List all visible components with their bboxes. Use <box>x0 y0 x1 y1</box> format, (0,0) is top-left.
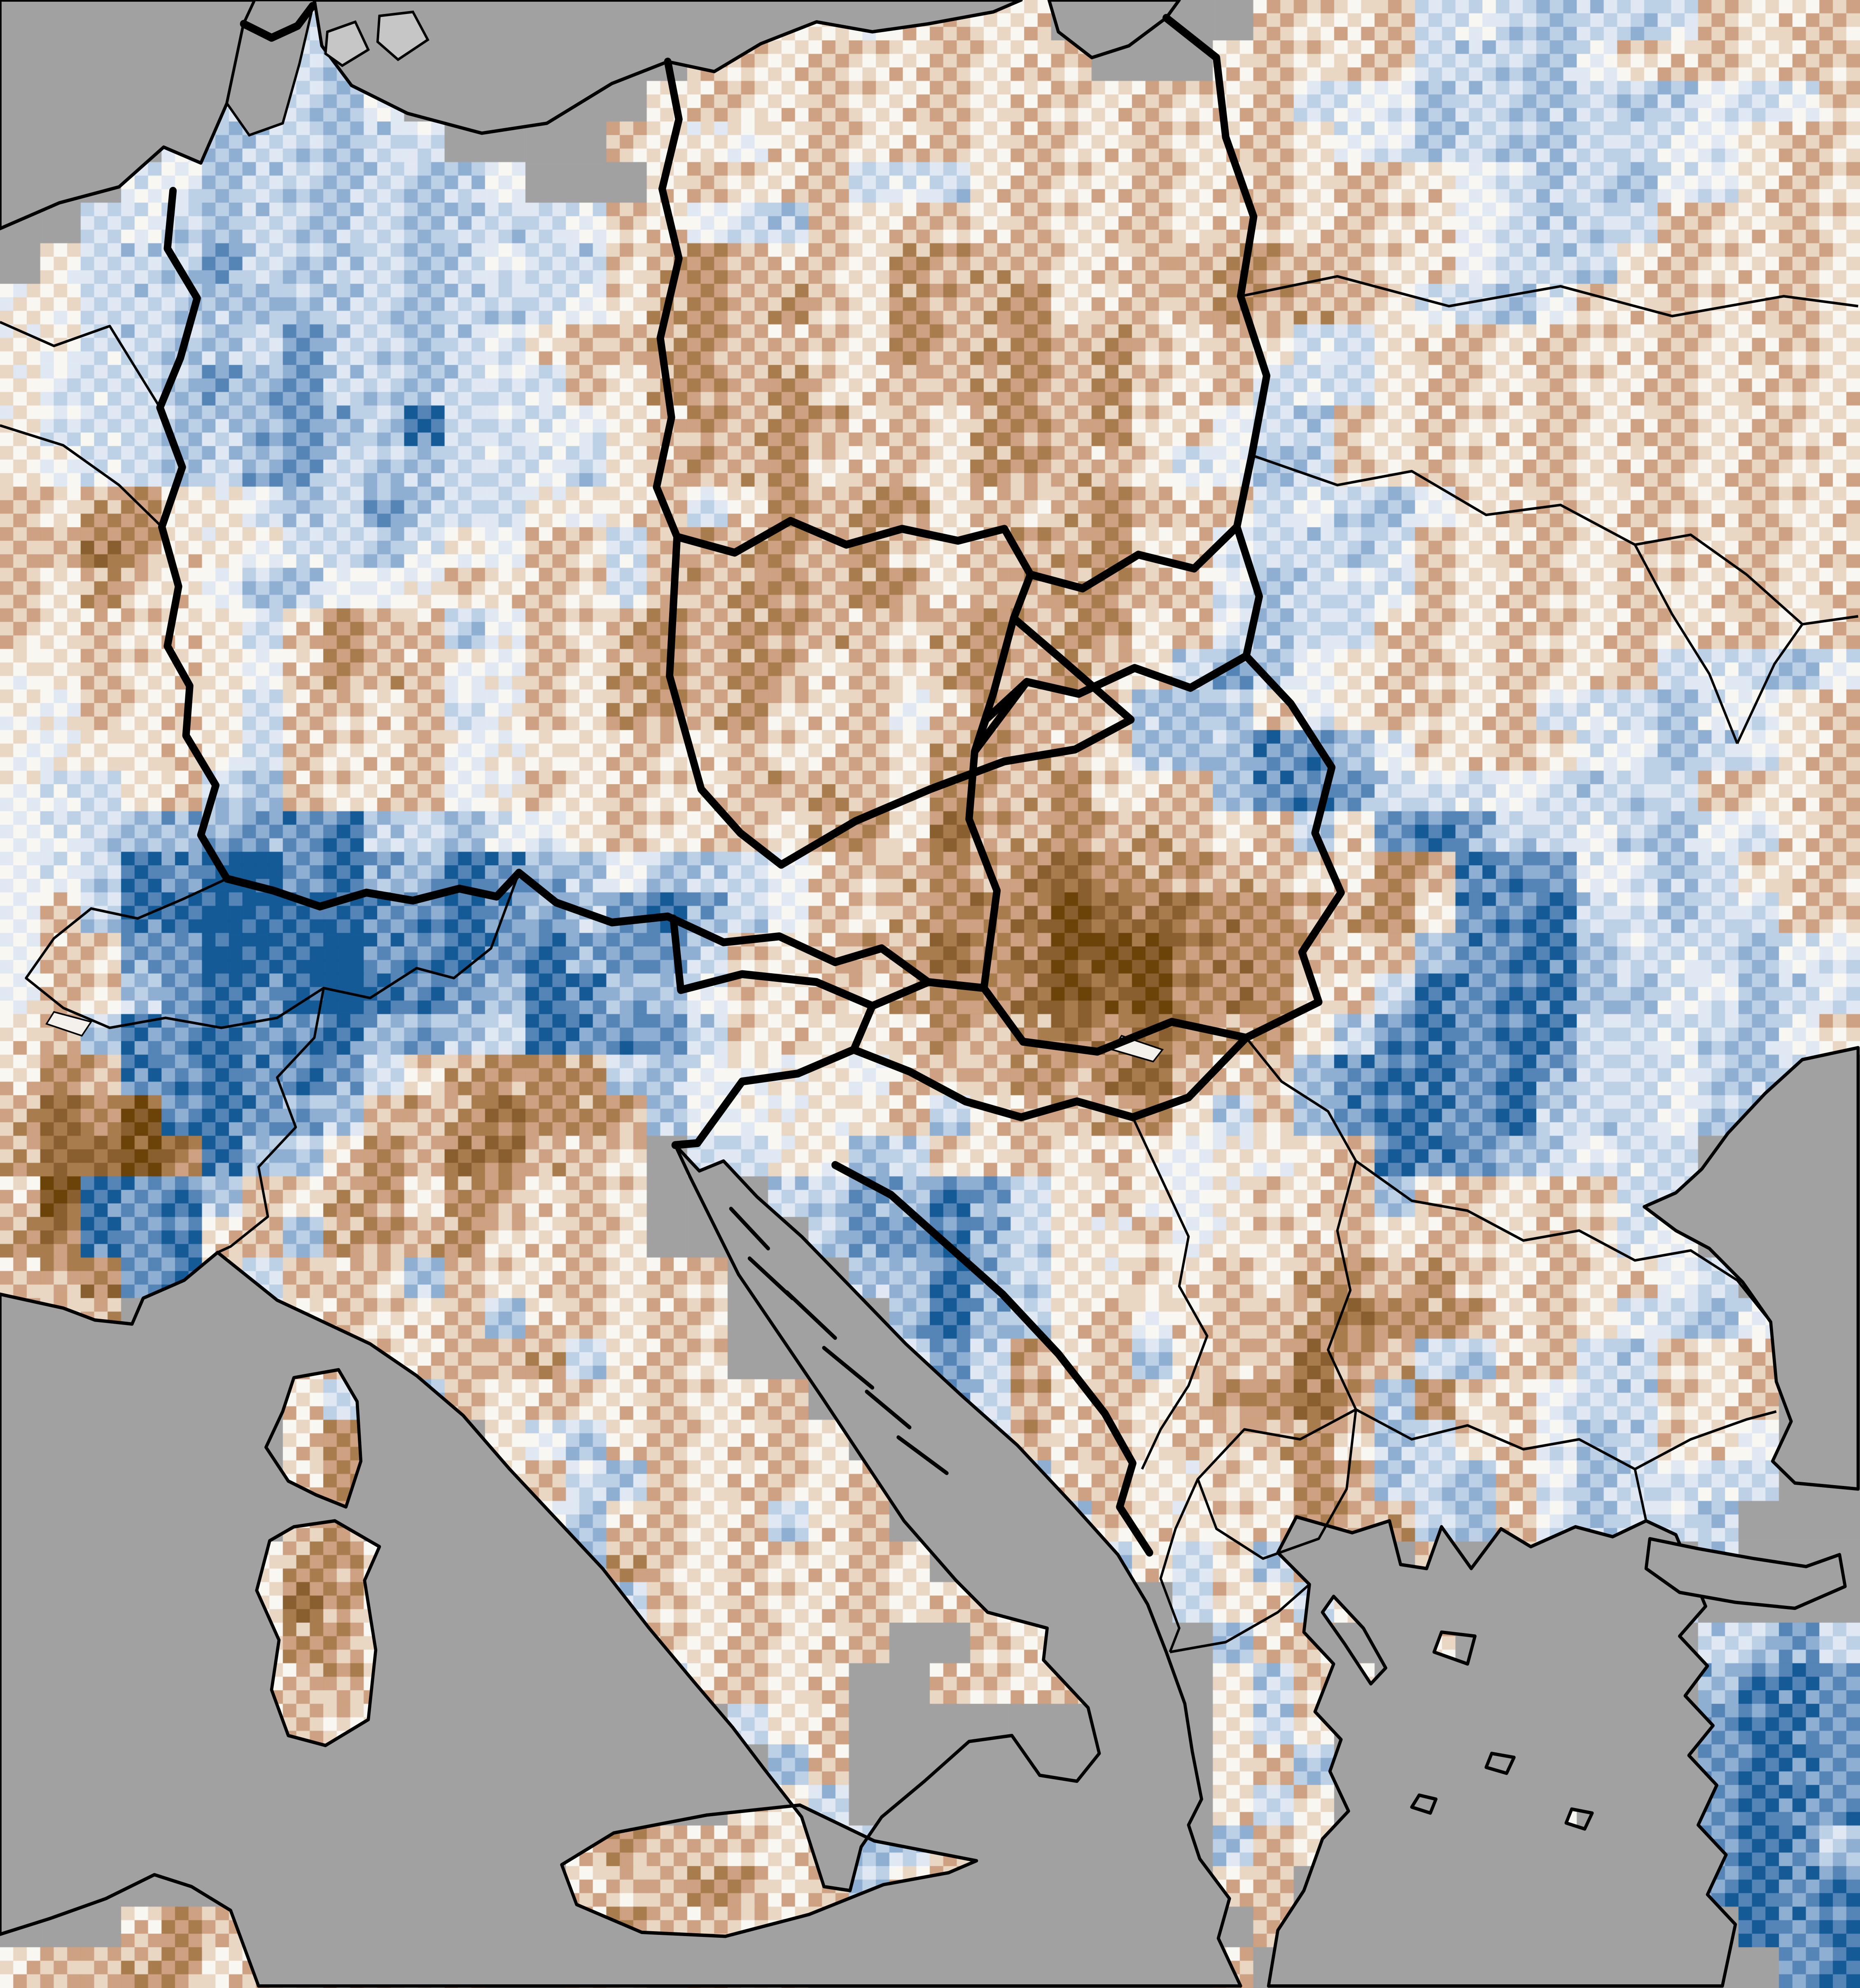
border-thin-al-mk <box>1159 1478 1199 1653</box>
border-thick-hr-ba <box>831 1161 1153 1557</box>
sea-north-sea <box>0 0 257 231</box>
border-thin-bg-tr <box>1634 1410 1777 1470</box>
border-thin-fr-it <box>217 988 325 1254</box>
border-thin-gr-tr <box>1634 1469 1648 1521</box>
sea-sea-of-marmara <box>1644 1537 1847 1610</box>
border-thin-by-ua <box>1240 275 1858 318</box>
sea-baltic-sea <box>313 0 1023 135</box>
border-thick-de-dk <box>240 2 316 42</box>
border-thick-pl-northeast <box>1162 14 1271 531</box>
island-fyn <box>324 20 370 67</box>
border-thin-ro-bg <box>1355 1160 1772 1323</box>
border-thin-rs-bg <box>1327 1161 1357 1410</box>
coastal-islands-stroke-4 <box>865 1390 912 1430</box>
border-thick-hu-ring <box>965 652 1345 1056</box>
border-thin-bg-gr <box>1355 1408 1636 1470</box>
border-thick-sk-ring <box>971 523 1263 756</box>
border-thin-be-fr <box>0 424 163 528</box>
border-thick-si-hr-link <box>868 978 932 1010</box>
lake-lake-geneva <box>45 1011 93 1037</box>
border-thick-de-west <box>156 187 231 883</box>
border-thin-nl-be <box>0 321 161 409</box>
border-thin-al-gr <box>1169 1583 1310 1654</box>
coastal-islands-stroke-5 <box>896 1435 949 1475</box>
border-thick-de-pl <box>653 57 683 541</box>
coastal-islands-stroke-0 <box>729 1206 770 1251</box>
island-zealand <box>376 10 429 61</box>
border-thin-md-east <box>1634 533 1858 626</box>
sea-aegean-sea <box>1267 1515 1737 1988</box>
coastal-islands-stroke-2 <box>785 1290 837 1340</box>
border-thin-ba-rs <box>1132 1117 1209 1470</box>
border-thick-si-ring <box>670 914 876 1149</box>
coastal-islands-stroke-3 <box>822 1346 874 1390</box>
border-thin-ch-ring <box>25 872 520 1029</box>
sea-gdansk-bay <box>1047 0 1181 60</box>
border-thin-md-west <box>1634 544 1739 744</box>
border-thin-mk-ring <box>1197 1408 1357 1560</box>
border-thin-md-south <box>1736 623 1804 744</box>
border-thick-hr-north <box>850 1034 1250 1121</box>
sea-mediterranean-adriatic <box>0 1143 1242 1988</box>
border-thick-at-south <box>515 869 988 992</box>
sea-black-sea <box>1643 1046 1860 1491</box>
border-thin-ua-ro <box>1251 454 1636 546</box>
border-thick-de-south <box>223 869 523 911</box>
border-thin-ro-rs <box>1245 1037 1357 1162</box>
